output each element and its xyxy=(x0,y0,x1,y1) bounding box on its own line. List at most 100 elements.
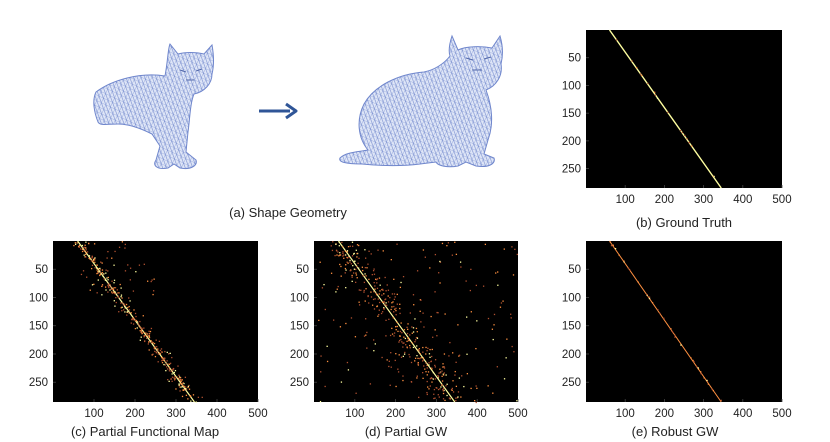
heatmap-cell xyxy=(147,335,149,337)
heatmap-cell xyxy=(157,348,159,350)
heatmap-cell xyxy=(180,383,182,385)
heatmap-cell xyxy=(492,392,494,394)
heatmap-cell xyxy=(429,378,432,380)
heatmap-cell xyxy=(646,294,648,297)
heatmap-cell xyxy=(423,326,425,328)
heatmap-cell xyxy=(442,392,445,395)
heatmap-cell xyxy=(123,303,126,305)
heatmap-cell xyxy=(434,291,436,293)
heatmap-cell xyxy=(113,282,115,284)
heatmap-cell xyxy=(414,360,416,362)
heatmap-cell xyxy=(352,264,354,267)
heatmap-cell xyxy=(358,257,360,259)
heatmap-cell xyxy=(437,388,440,391)
heatmap-cell xyxy=(137,322,139,324)
heatmap-cell xyxy=(183,382,185,385)
heatmap-cell xyxy=(402,379,404,382)
heatmap-cell xyxy=(444,313,446,315)
heatmap-cell xyxy=(356,244,359,246)
heatmap-cell xyxy=(396,243,398,245)
heatmap-cell xyxy=(465,280,467,282)
heatmap-cell xyxy=(134,327,137,330)
heatmap-cell xyxy=(183,388,185,391)
heatmap-cell xyxy=(126,314,128,316)
heatmap-cell xyxy=(383,307,385,309)
heatmap-cell xyxy=(466,373,469,375)
heatmap-cell xyxy=(152,342,154,344)
heatmap-cell xyxy=(119,283,121,286)
heatmap-cell xyxy=(375,294,378,296)
heatmap-cell xyxy=(181,395,184,398)
heatmap-cell xyxy=(343,257,345,259)
heatmap-cell xyxy=(392,301,394,303)
heatmap-cell xyxy=(107,279,109,281)
heatmap-cell xyxy=(391,306,393,308)
heatmap-cell xyxy=(98,267,100,270)
heatmap-cell xyxy=(431,355,433,358)
heatmap-cell xyxy=(128,312,130,314)
heatmap-cell xyxy=(342,246,344,248)
heatmap-cell xyxy=(455,385,458,388)
heatmap-cell xyxy=(373,308,376,310)
caption-d: (d) Partial GW xyxy=(365,424,448,439)
heatmap-cell xyxy=(115,297,117,299)
heatmap-cell xyxy=(417,361,419,364)
heatmap-cell xyxy=(510,313,512,315)
y-tick-label: 200 xyxy=(29,349,48,361)
heatmap-cell xyxy=(378,313,380,316)
heatmap-cell xyxy=(403,329,406,331)
heatmap-cell xyxy=(393,293,396,295)
heatmap-cell xyxy=(161,356,164,359)
heatmap-cell xyxy=(418,348,421,350)
heatmap-cell xyxy=(73,244,75,247)
heatmap-cell xyxy=(610,245,613,247)
heatmap-cell xyxy=(139,326,141,328)
heatmap-cell xyxy=(180,380,182,383)
heatmap-cell xyxy=(470,311,472,313)
heatmap-cell xyxy=(340,275,342,277)
heatmap-cell xyxy=(516,253,518,256)
heatmap-cell xyxy=(425,353,427,355)
heatmap-cell xyxy=(463,385,465,388)
heatmap-cell xyxy=(121,310,123,312)
heatmap-cell xyxy=(375,278,377,280)
heatmap-cell xyxy=(436,387,438,389)
heatmap-cell xyxy=(152,353,154,355)
heatmap-cell xyxy=(96,272,98,275)
heatmap-cell xyxy=(394,308,396,310)
heatmap-cell xyxy=(179,377,182,379)
heatmap-cell xyxy=(503,378,506,380)
full-cat-mesh-icon xyxy=(339,34,503,168)
heatmap-cell xyxy=(168,366,170,368)
heatmap-cell xyxy=(434,397,436,399)
heatmap-cell xyxy=(405,344,407,346)
heatmap-cell xyxy=(174,378,176,380)
heatmap-cell xyxy=(437,375,440,378)
heatmap-cell xyxy=(398,354,400,356)
heatmap-cell xyxy=(80,248,82,250)
heatmap-cell xyxy=(439,260,441,263)
heatmap-cell xyxy=(680,344,682,346)
heatmap-background xyxy=(586,241,782,402)
heatmap-cell xyxy=(136,327,138,329)
heatmap-cell xyxy=(367,295,369,297)
heatmap-cell xyxy=(425,346,427,349)
heatmap-cell xyxy=(409,312,411,314)
heatmap-cell xyxy=(111,292,114,294)
heatmap-cell xyxy=(511,345,513,348)
correspondence-diagonal xyxy=(337,240,456,403)
heatmap-cell xyxy=(426,374,428,376)
heatmap-cell xyxy=(428,353,431,355)
heatmap-cell xyxy=(426,391,428,394)
heatmap-cell xyxy=(94,259,96,261)
heatmap-cell xyxy=(386,359,388,361)
heatmap-cell xyxy=(156,346,158,348)
heatmap-cell xyxy=(140,331,143,333)
heatmap-cell xyxy=(475,347,477,350)
heatmap-cell xyxy=(344,267,347,270)
heatmap-cell xyxy=(395,307,397,309)
heatmap-cell xyxy=(131,318,133,320)
heatmap-cell xyxy=(150,327,153,330)
heatmap-cell xyxy=(164,364,166,366)
heatmap-cell xyxy=(127,264,129,266)
